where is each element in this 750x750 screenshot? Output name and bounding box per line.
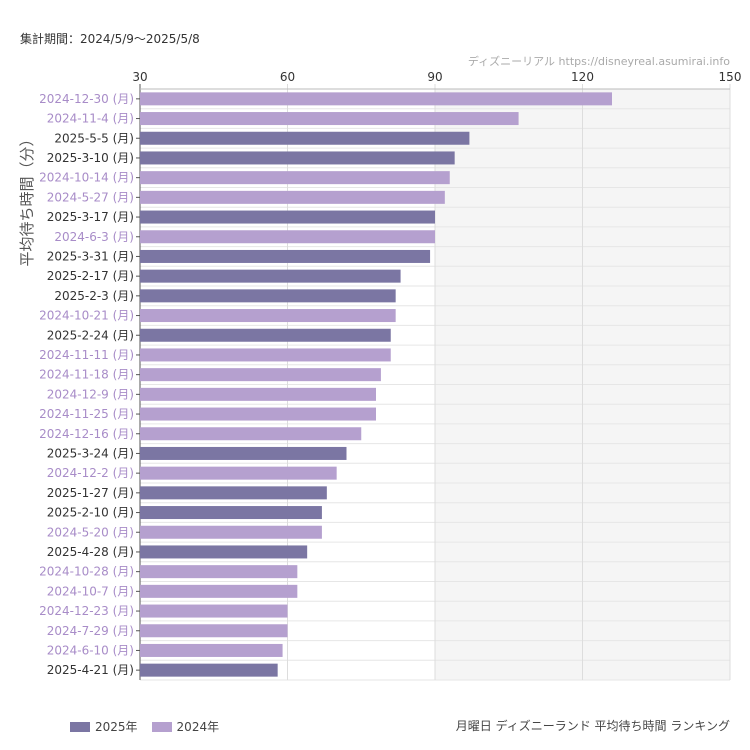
category-label: 2024-10-21 (月) (39, 309, 134, 323)
category-label: 2025-3-31 (月) (47, 249, 134, 263)
bar (140, 289, 396, 303)
legend-swatch-2024 (151, 721, 172, 732)
bar (140, 643, 283, 657)
category-label: 2025-3-17 (月) (47, 210, 134, 224)
category-label: 2025-2-10 (月) (47, 506, 134, 520)
category-label: 2025-4-21 (月) (47, 663, 134, 677)
legend-item-2025: 2025年 (70, 718, 138, 735)
bar (140, 309, 396, 323)
bar (140, 190, 445, 204)
bar (140, 565, 298, 579)
category-label: 2024-12-30 (月) (39, 92, 134, 106)
y-axis-label: 平均待ち時間（分） (18, 131, 36, 266)
category-label: 2025-2-17 (月) (47, 269, 134, 283)
bar (140, 466, 337, 480)
category-label: 2024-6-3 (月) (54, 230, 134, 244)
x-tick-label: 30 (132, 70, 147, 84)
category-label: 2024-11-18 (月) (39, 368, 134, 382)
category-label: 2025-2-24 (月) (47, 328, 134, 342)
category-label: 2024-10-28 (月) (39, 565, 134, 579)
x-tick-label: 120 (571, 70, 594, 84)
bar (140, 171, 450, 185)
bar (140, 328, 391, 342)
x-tick-label: 150 (719, 70, 742, 84)
bar (140, 151, 455, 165)
category-label: 2024-11-25 (月) (39, 407, 134, 421)
x-tick-label: 60 (280, 70, 295, 84)
bar (140, 525, 322, 539)
category-label: 2025-2-3 (月) (54, 289, 134, 303)
category-label: 2024-10-7 (月) (47, 584, 134, 598)
category-label: 2024-11-11 (月) (39, 348, 134, 362)
source-credit: ディズニーリアル https://disneyreal.asumirai.inf… (467, 55, 730, 68)
category-label: 2025-4-28 (月) (47, 545, 134, 559)
legend-swatch-2025 (70, 721, 90, 732)
bar (140, 407, 376, 421)
category-label: 2024-5-20 (月) (47, 525, 134, 539)
bar (140, 92, 612, 106)
bar (140, 269, 401, 283)
category-label: 2024-7-29 (月) (47, 624, 134, 638)
legend-item-2024: 2024年 (151, 718, 220, 735)
category-label: 2024-10-14 (月) (39, 171, 134, 185)
legend: 2025年 2024年 (70, 718, 233, 735)
legend-label-2025: 2025年 (95, 720, 138, 734)
bar (140, 506, 322, 520)
category-label: 2024-6-10 (月) (47, 643, 134, 657)
bar (140, 545, 308, 559)
bar (140, 663, 278, 677)
category-label: 2024-5-27 (月) (47, 190, 134, 204)
bar (140, 446, 347, 460)
category-label: 2024-12-2 (月) (47, 466, 134, 480)
category-label: 2025-1-27 (月) (47, 486, 134, 500)
chart-footer-title: 月曜日 ディズニーランド 平均待ち時間 ランキング (455, 719, 730, 733)
bar (140, 584, 298, 598)
bar (140, 427, 362, 441)
bar (140, 249, 431, 263)
category-label: 2025-5-5 (月) (54, 131, 134, 145)
bar (140, 131, 470, 145)
bar (140, 624, 288, 638)
bar (140, 387, 376, 401)
bar (140, 486, 327, 500)
bar (140, 112, 519, 126)
category-label: 2024-11-4 (月) (47, 112, 134, 126)
bar (140, 210, 435, 224)
legend-label-2024: 2024年 (176, 720, 220, 734)
bar (140, 348, 391, 362)
category-label: 2024-12-9 (月) (47, 387, 134, 401)
x-tick-label: 90 (427, 70, 442, 84)
bar (140, 368, 381, 382)
bar (140, 604, 288, 618)
bar (140, 230, 435, 244)
category-label: 2024-12-23 (月) (39, 604, 134, 618)
category-label: 2025-3-10 (月) (47, 151, 134, 165)
category-label: 2024-12-16 (月) (39, 427, 134, 441)
category-label: 2025-3-24 (月) (47, 446, 134, 460)
aggregation-period: 集計期間：2024/5/9～2025/5/8 (20, 32, 200, 46)
